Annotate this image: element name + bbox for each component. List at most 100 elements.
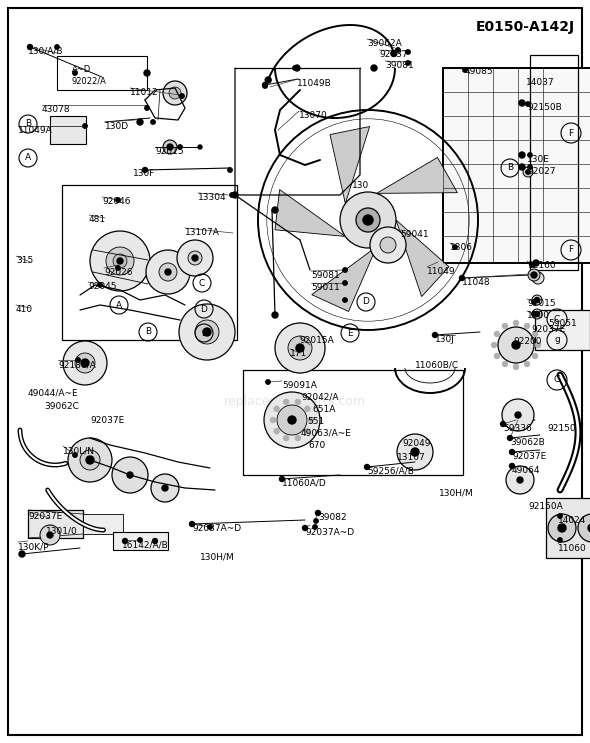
Circle shape	[343, 281, 347, 285]
Circle shape	[491, 343, 497, 348]
Text: 92037E: 92037E	[28, 512, 63, 521]
Text: replacementparts.com: replacementparts.com	[224, 395, 366, 407]
Circle shape	[288, 336, 312, 360]
Circle shape	[502, 399, 534, 431]
Text: 92015A: 92015A	[299, 336, 334, 345]
Circle shape	[76, 358, 80, 362]
Circle shape	[180, 94, 184, 98]
Circle shape	[284, 435, 289, 441]
Text: 39062A: 39062A	[367, 39, 402, 48]
Text: 130D: 130D	[105, 122, 129, 131]
Circle shape	[510, 464, 514, 469]
Circle shape	[90, 231, 150, 291]
Text: C: C	[554, 314, 560, 323]
Circle shape	[146, 250, 190, 294]
Text: 130/A/B: 130/A/B	[28, 47, 64, 56]
Bar	[443, 68, 590, 263]
Circle shape	[526, 102, 530, 106]
Circle shape	[528, 269, 540, 281]
Polygon shape	[396, 220, 449, 296]
Text: A: A	[25, 154, 31, 163]
Circle shape	[83, 124, 87, 129]
Circle shape	[296, 435, 300, 441]
Circle shape	[528, 153, 532, 158]
Circle shape	[208, 525, 212, 529]
Text: 92045: 92045	[88, 282, 116, 291]
Circle shape	[230, 192, 234, 197]
Circle shape	[343, 267, 347, 272]
Text: 130F: 130F	[133, 169, 155, 178]
Text: 1301/0: 1301/0	[46, 526, 78, 535]
Text: 11060A/D: 11060A/D	[282, 479, 327, 488]
Circle shape	[507, 435, 513, 441]
Circle shape	[116, 198, 120, 202]
Circle shape	[519, 100, 525, 106]
Circle shape	[519, 164, 525, 170]
Circle shape	[169, 87, 181, 99]
Text: 130: 130	[352, 181, 369, 190]
Circle shape	[506, 466, 534, 494]
Circle shape	[513, 320, 519, 325]
Text: 11060: 11060	[558, 544, 586, 553]
Circle shape	[532, 299, 536, 304]
Circle shape	[138, 538, 142, 542]
Circle shape	[145, 106, 149, 110]
Circle shape	[494, 354, 500, 359]
Circle shape	[177, 240, 213, 276]
Circle shape	[513, 365, 519, 369]
Circle shape	[532, 272, 544, 284]
Circle shape	[98, 283, 102, 288]
Circle shape	[533, 331, 537, 337]
Text: 92150A: 92150A	[528, 502, 563, 511]
Text: 1300: 1300	[527, 311, 550, 320]
Circle shape	[294, 65, 300, 71]
Text: 92042/A: 92042/A	[301, 393, 339, 402]
Circle shape	[179, 304, 235, 360]
Text: 92015: 92015	[527, 299, 556, 308]
Text: 481: 481	[89, 215, 106, 224]
Circle shape	[313, 525, 317, 529]
Circle shape	[391, 51, 397, 56]
Circle shape	[47, 532, 53, 538]
Text: 92026: 92026	[104, 268, 133, 277]
Circle shape	[535, 297, 539, 302]
Circle shape	[233, 192, 237, 197]
Circle shape	[151, 120, 155, 124]
Circle shape	[531, 272, 537, 278]
Text: 11048: 11048	[462, 278, 491, 287]
Text: 651A: 651A	[312, 405, 335, 414]
Circle shape	[293, 66, 297, 70]
Circle shape	[411, 448, 419, 456]
Circle shape	[73, 71, 77, 75]
Text: 14037: 14037	[526, 78, 555, 87]
Polygon shape	[330, 126, 369, 204]
Polygon shape	[376, 158, 457, 193]
Text: 92150: 92150	[547, 424, 576, 433]
Circle shape	[296, 344, 304, 352]
Circle shape	[275, 323, 325, 373]
Circle shape	[525, 323, 529, 328]
Circle shape	[40, 525, 60, 545]
Text: 39062B: 39062B	[510, 438, 545, 447]
Text: 130H/M: 130H/M	[200, 553, 235, 562]
Circle shape	[463, 68, 467, 72]
Circle shape	[535, 311, 539, 317]
Text: 670: 670	[308, 441, 325, 450]
Bar	[535, 310, 590, 350]
Circle shape	[530, 263, 534, 267]
Circle shape	[533, 260, 539, 266]
Circle shape	[396, 48, 400, 52]
Circle shape	[372, 66, 376, 70]
Text: 59256/A/B: 59256/A/B	[367, 467, 414, 476]
Text: E: E	[201, 328, 207, 337]
Circle shape	[55, 45, 59, 49]
Circle shape	[189, 522, 195, 527]
Circle shape	[272, 207, 278, 213]
Text: 130H/M: 130H/M	[439, 488, 474, 497]
Circle shape	[515, 412, 521, 418]
Text: 14024: 14024	[558, 516, 586, 525]
Circle shape	[116, 266, 120, 270]
Circle shape	[558, 524, 566, 532]
Circle shape	[525, 362, 529, 366]
Circle shape	[188, 251, 202, 265]
